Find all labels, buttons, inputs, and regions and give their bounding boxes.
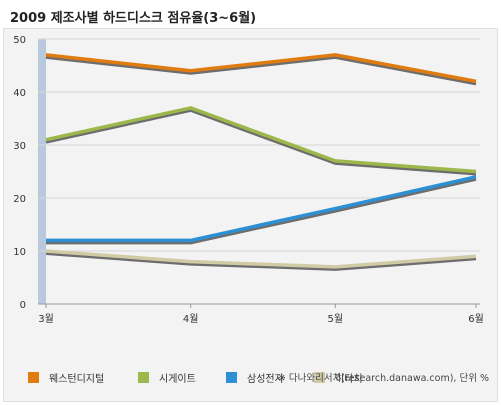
legend-swatch — [314, 372, 325, 383]
chart-panel: 0 10 20 30 40 50 3월 4월 5월 6월 웨스턴디지털 시게이트 삼성전자 히타치 — [3, 28, 498, 402]
legend-item: 삼성전자 — [226, 370, 284, 385]
y-tick-label: 10 — [13, 247, 26, 258]
legend-swatch — [226, 372, 237, 383]
legend-label: 삼성전자 — [247, 374, 284, 385]
series-shadow — [45, 108, 477, 176]
legend-label: 웨스턴디지털 — [49, 374, 105, 385]
legend-item: 히타치 — [314, 370, 363, 385]
x-tick-label: 6월 — [468, 313, 484, 325]
legend-item: 웨스턴디지털 — [28, 370, 104, 385]
legend-swatch — [138, 372, 149, 383]
legend-label: 시게이트 — [159, 374, 196, 385]
source-note: ※ 다나와리서치(research.danawa.com), 단위 % — [277, 373, 489, 384]
series-shadow — [45, 252, 477, 271]
y-tick-label: 20 — [13, 194, 26, 205]
y-tick-label: 30 — [13, 141, 26, 152]
series-line — [45, 249, 477, 269]
x-tick-label: 3월 — [38, 313, 54, 325]
series-shadow — [46, 177, 477, 245]
x-tick-label: 4월 — [183, 313, 199, 325]
line-chart: 0 10 20 30 40 50 3월 4월 5월 6월 — [13, 35, 484, 325]
series-line — [46, 175, 477, 243]
y-tick-label: 50 — [13, 35, 26, 46]
chart-title: 2009 제조사별 하드디스크 점유율(3~6월) — [10, 11, 257, 26]
legend-label: 히타치 — [335, 374, 363, 385]
series-shadow — [45, 55, 477, 86]
y-tick-label: 0 — [20, 300, 26, 311]
legend-swatch — [28, 372, 39, 383]
series-line — [45, 53, 477, 84]
y-axis-band — [38, 39, 46, 304]
y-tick-label: 40 — [13, 88, 26, 99]
legend-item: 시게이트 — [138, 370, 196, 385]
series-line — [45, 106, 477, 174]
x-tick-label: 5월 — [328, 313, 344, 325]
